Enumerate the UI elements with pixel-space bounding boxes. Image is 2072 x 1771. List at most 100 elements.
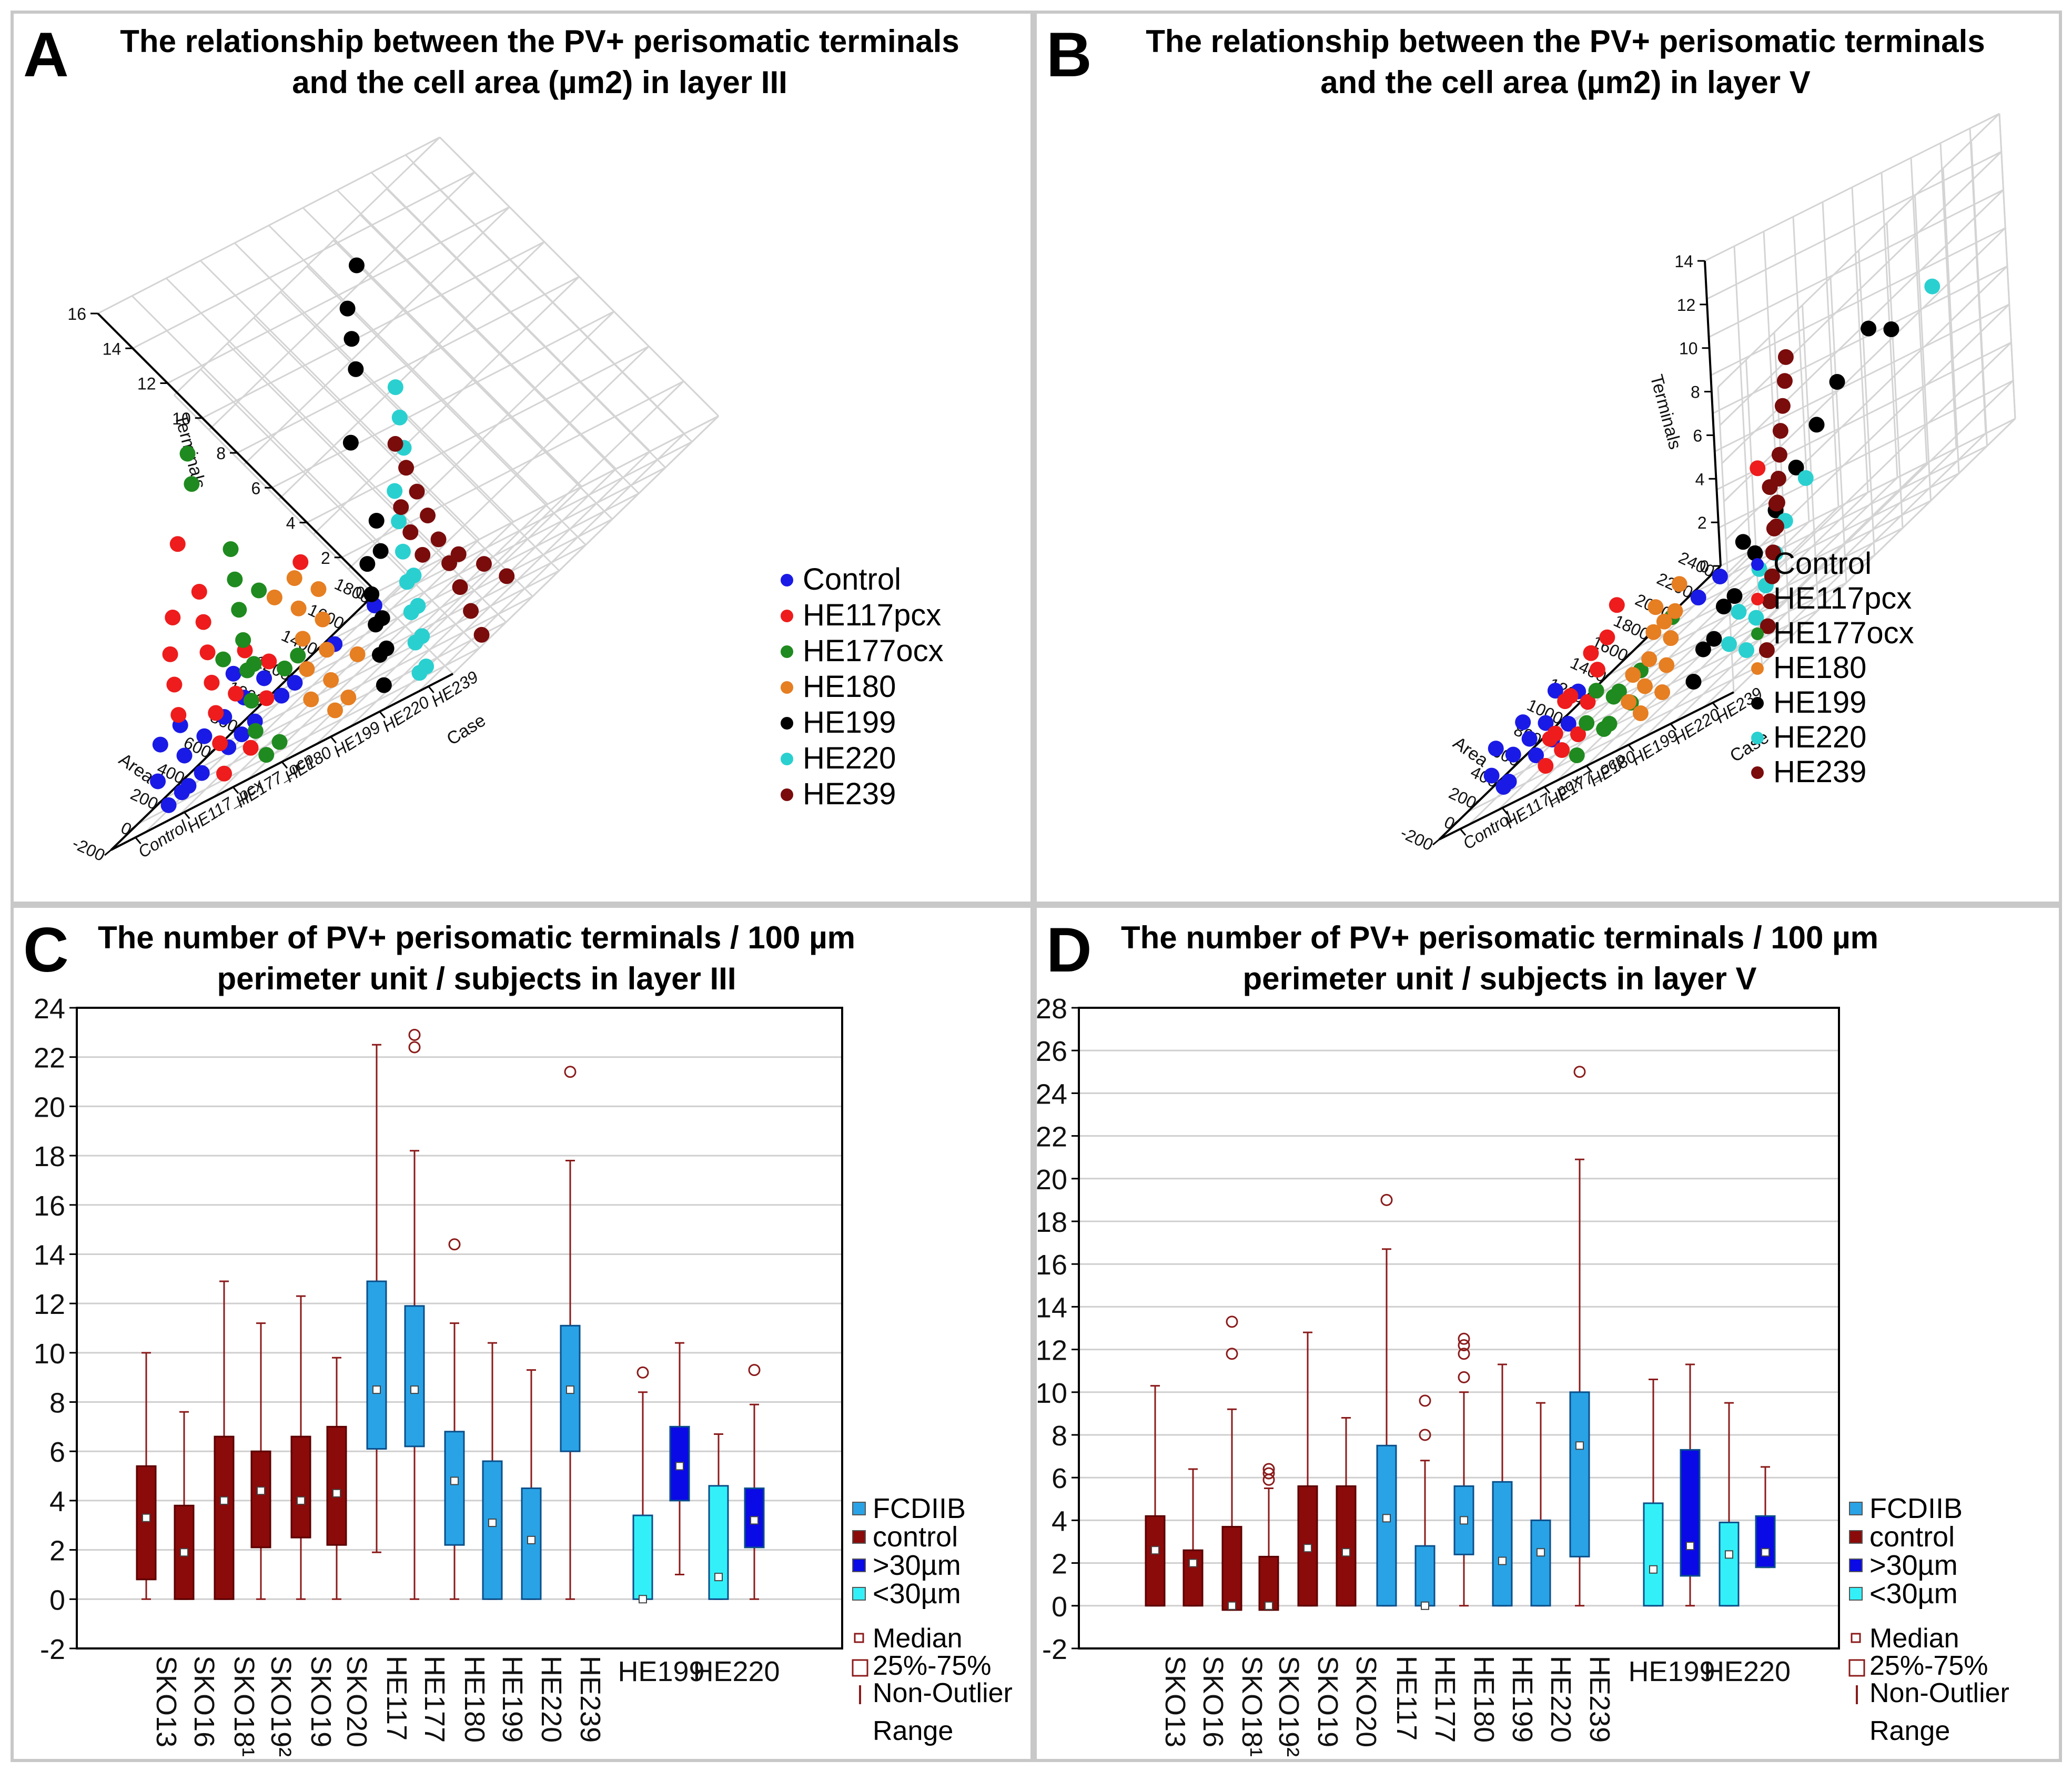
iqr-box [290,1435,311,1539]
grid-line [271,310,614,489]
case-tick-label: HE239 [428,667,481,710]
grid-line [1717,113,2000,388]
scatter-point [1580,694,1596,710]
x-group-label: HE220 [693,1656,780,1687]
y-tick-label: 2 [1052,1549,1067,1580]
iqr-box [1719,1521,1740,1607]
legend-marker [781,610,793,622]
scatter-point [1721,636,1737,652]
scatter-point [1483,767,1500,784]
median-marker [566,1385,574,1394]
outlier-point [1458,1371,1470,1383]
scatter-point [1765,544,1781,561]
legend-swatch [852,1559,866,1572]
legend-swatch [1849,1530,1863,1544]
scatter-point [160,797,177,813]
area-tick-label: 2400 [1676,548,1718,581]
z-tick-label: 12 [1677,296,1696,315]
z-tick-label: 4 [1695,470,1705,489]
grid-line [1719,151,2002,426]
z-tick-label: 8 [216,444,226,463]
scatter-point [1656,613,1672,630]
scatter-point [184,476,200,492]
median-marker [257,1486,265,1495]
scatter-point [243,693,259,709]
legend-label: HE180 [803,670,896,704]
scatter-point [1690,590,1706,605]
legend-label: <30µm [1869,1578,1958,1610]
iqr-box [444,1431,465,1546]
case-axis-title: Case [1726,727,1772,766]
case-tick [1670,723,1677,731]
legend-marker [781,717,793,730]
legend-label: control [873,1521,958,1553]
x-tick-label: HE177 [1429,1656,1461,1743]
y-tick-label: 4 [49,1486,65,1517]
scatter-point [212,735,228,752]
scatter-point [223,541,239,557]
scatter-point [1731,604,1747,620]
iqr-box [1755,1515,1776,1568]
scatter-point [378,640,395,656]
scatter-point [1589,662,1605,678]
scatter-point [415,547,431,563]
scatter-point [1883,321,1899,337]
scatter-point [194,765,210,781]
grid-line [1723,227,2006,502]
area-tick [1627,649,1635,656]
scatter-point [342,434,359,451]
panel-letter: A [23,19,69,90]
scatter-point [1774,398,1791,414]
scatter-point [1599,629,1615,645]
scatter-point [1569,747,1585,763]
y-tick-label: 14 [1037,1292,1067,1323]
scatter-point [310,581,327,597]
legend-label: HE239 [803,777,896,811]
scatter-point [1538,715,1554,731]
grid-line [1644,462,1928,737]
grid-line [376,415,719,593]
scatter-point [409,483,425,500]
grid-line [1731,380,2014,655]
y-tick-label: 20 [34,1091,65,1123]
legend-iqr-marker [852,1659,868,1677]
median-marker [1498,1556,1507,1565]
median-marker [180,1548,188,1557]
iqr-box [214,1435,235,1600]
z-tick-label: 0 [356,583,365,602]
x-tick-label: SKO19 [1312,1656,1343,1747]
scatter-point [1515,714,1531,731]
scatter-point [463,603,479,619]
scatter-point [1583,645,1599,661]
outlier-point [1419,1394,1431,1407]
scatter-point [196,728,213,744]
scatter-point [387,379,403,396]
x-tick-label: HE239 [1584,1656,1615,1743]
iqr-box [1492,1481,1513,1607]
area-tick [237,720,245,727]
grid-line [315,485,583,745]
legend-marker [1751,593,1764,605]
median-marker [142,1513,150,1522]
grid-line [1714,303,2010,452]
scatter-point [216,765,233,782]
y-tick-label: 8 [1052,1420,1067,1452]
scatter-point [1762,593,1778,610]
grid-line [237,276,580,454]
y-tick-label: 28 [1037,993,1067,1025]
iqr-box [326,1425,347,1546]
panel-a: A The relationship between the PV+ peris… [11,11,1034,905]
median-marker [750,1516,759,1525]
grid-line [418,433,685,692]
grid-line [1733,418,2016,693]
scatter-point [261,653,277,670]
case-tick [1628,744,1635,752]
area-tick [290,669,298,676]
scatter-point [418,659,434,675]
y-tick-label: 2 [49,1535,65,1567]
panel-letter: D [1046,915,1092,985]
iqr-box [1530,1519,1551,1607]
scatter-point [1712,569,1728,584]
legend-marker [781,645,793,658]
